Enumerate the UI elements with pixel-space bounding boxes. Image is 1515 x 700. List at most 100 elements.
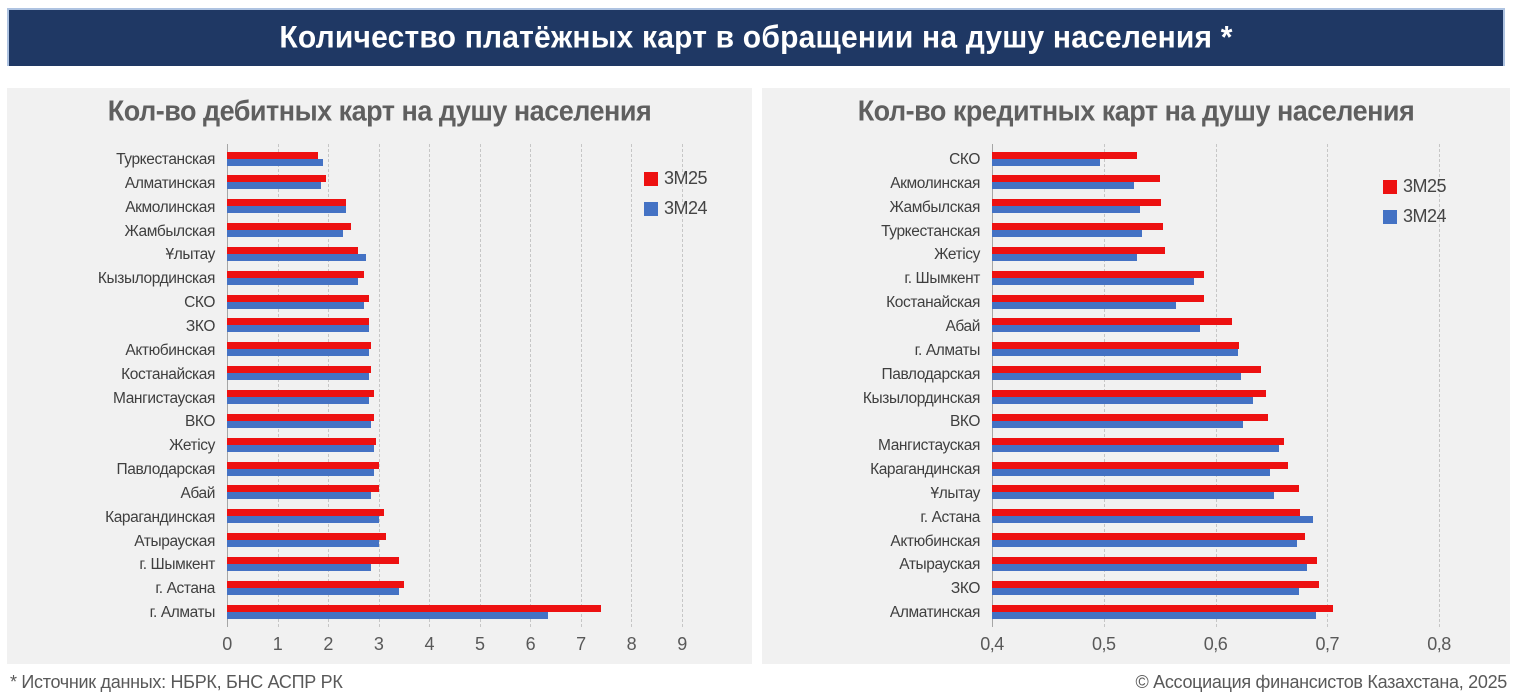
category-label: г. Шымкент	[904, 270, 980, 288]
category-label: Карагандинская	[870, 461, 980, 479]
bar-3m25	[227, 223, 351, 231]
x-tick-label: 5	[475, 634, 485, 654]
legend-label: 3М25	[1403, 176, 1447, 196]
bar-3m25	[227, 199, 346, 207]
bar-3m24	[992, 516, 1313, 524]
bar-3m25	[992, 175, 1160, 183]
category-label: Ұлытау	[930, 484, 980, 502]
bar-3m25	[992, 580, 1320, 588]
category-label: Жамбылская	[889, 198, 980, 216]
bar-3m25	[992, 270, 1205, 278]
bar-3m24	[992, 468, 1271, 476]
category-label: ЗКО	[950, 580, 980, 598]
gridline	[1327, 144, 1329, 627]
x-tick-label: 7	[576, 634, 586, 654]
x-tick-label: 2	[323, 634, 333, 654]
category-label: Жамбылская	[124, 222, 215, 240]
bar-3m24	[227, 611, 549, 619]
category-label: Алматинская	[124, 174, 216, 192]
bar-3m25	[992, 223, 1163, 231]
legend-label: 3М25	[664, 168, 708, 188]
bar-3m25	[227, 437, 377, 445]
source-note: * Источник данных: НБРК, БНС АСПР РК	[10, 671, 343, 692]
category-label: г. Астана	[920, 508, 980, 526]
bar-3m24	[227, 182, 321, 190]
bar-3m24	[992, 563, 1308, 571]
category-label: Мангистауская	[878, 437, 980, 455]
footer: * Источник данных: НБРК, БНС АСПР РК © А…	[10, 668, 1507, 696]
legend-item: 3М24	[1383, 206, 1447, 227]
legend-item: 3М25	[644, 168, 708, 189]
debit-chart-plot-area: 0 1 2 3 4 5 6 7 8 9 Туркестанская Алматинская Акмоли…	[7, 88, 752, 664]
x-tick-label: 0,8	[1427, 634, 1451, 654]
bar-3m25	[227, 270, 364, 278]
category-label: Акмолинская	[125, 198, 215, 216]
category-label: Жетісу	[169, 437, 215, 455]
bar-3m25	[227, 175, 326, 183]
category-label: Актюбинская	[890, 532, 980, 550]
bar-3m25	[992, 604, 1333, 612]
bar-3m25	[227, 151, 318, 159]
bar-3m24	[992, 301, 1177, 309]
bar-3m25	[227, 485, 379, 493]
category-label: Ұлытау	[165, 246, 215, 264]
x-tick-label: 0,7	[1315, 634, 1340, 654]
category-label: Кызылординская	[862, 389, 980, 407]
bar-3m25	[227, 533, 387, 541]
category-label: Акмолинская	[890, 174, 980, 192]
bar-3m24	[227, 397, 369, 404]
legend-item: 3М24	[644, 198, 708, 219]
gridline	[1439, 144, 1440, 627]
category-label: Костанайская	[121, 365, 215, 383]
bar-3m25	[227, 318, 369, 326]
bar-3m25	[992, 294, 1205, 302]
bar-3m24	[992, 253, 1138, 261]
bar-3m24	[227, 277, 359, 285]
banner: Количество платёжных карт в обращении на…	[7, 8, 1505, 66]
bar-3m24	[992, 158, 1101, 166]
bar-3m24	[992, 230, 1142, 238]
bar-3m24	[227, 230, 344, 238]
category-label: ВКО	[184, 413, 215, 431]
category-label: г. Алматы	[149, 604, 216, 622]
y-axis-line	[227, 144, 228, 627]
bar-3m25	[227, 342, 372, 350]
bar-3m25	[227, 294, 369, 302]
bar-3m25	[992, 461, 1289, 469]
bar-3m24	[992, 540, 1298, 548]
bar-3m25	[992, 151, 1138, 159]
gridline	[429, 144, 431, 627]
bar-3m24	[992, 277, 1195, 285]
credit-chart-title: Кол-во кредитных карт на душу населения	[857, 95, 1415, 127]
gridline	[530, 144, 532, 627]
bar-3m24	[227, 540, 379, 548]
bar-3m24	[992, 397, 1254, 404]
category-label: Атырауская	[899, 556, 980, 574]
category-label: Карагандинская	[105, 508, 215, 526]
gridline	[277, 144, 279, 627]
bar-3m25	[227, 461, 379, 469]
bar-3m24	[992, 492, 1274, 500]
bar-3m24	[227, 420, 372, 428]
x-tick-label: 6	[525, 634, 536, 654]
gridline	[378, 144, 380, 627]
category-label: СКО	[949, 151, 980, 168]
bar-3m25	[992, 366, 1262, 374]
bar-3m24	[992, 373, 1242, 381]
bar-3m24	[992, 349, 1238, 357]
x-tick-label: 3	[373, 634, 384, 654]
bar-3m25	[227, 509, 384, 517]
bar-3m25	[227, 366, 372, 374]
bar-3m24	[227, 444, 374, 452]
category-label: Павлодарская	[881, 365, 980, 383]
gridline	[580, 144, 582, 627]
bar-3m24	[992, 325, 1200, 333]
bar-3m24	[227, 563, 372, 571]
x-tick-label: 0,6	[1203, 634, 1228, 654]
legend-swatch-3m25	[644, 171, 658, 186]
bar-3m25	[992, 485, 1300, 493]
category-label: ЗКО	[185, 317, 215, 335]
bar-3m25	[992, 437, 1284, 445]
debit-chart-title: Кол-во дебитных карт на душу населения	[107, 95, 652, 127]
bar-3m24	[227, 206, 346, 214]
